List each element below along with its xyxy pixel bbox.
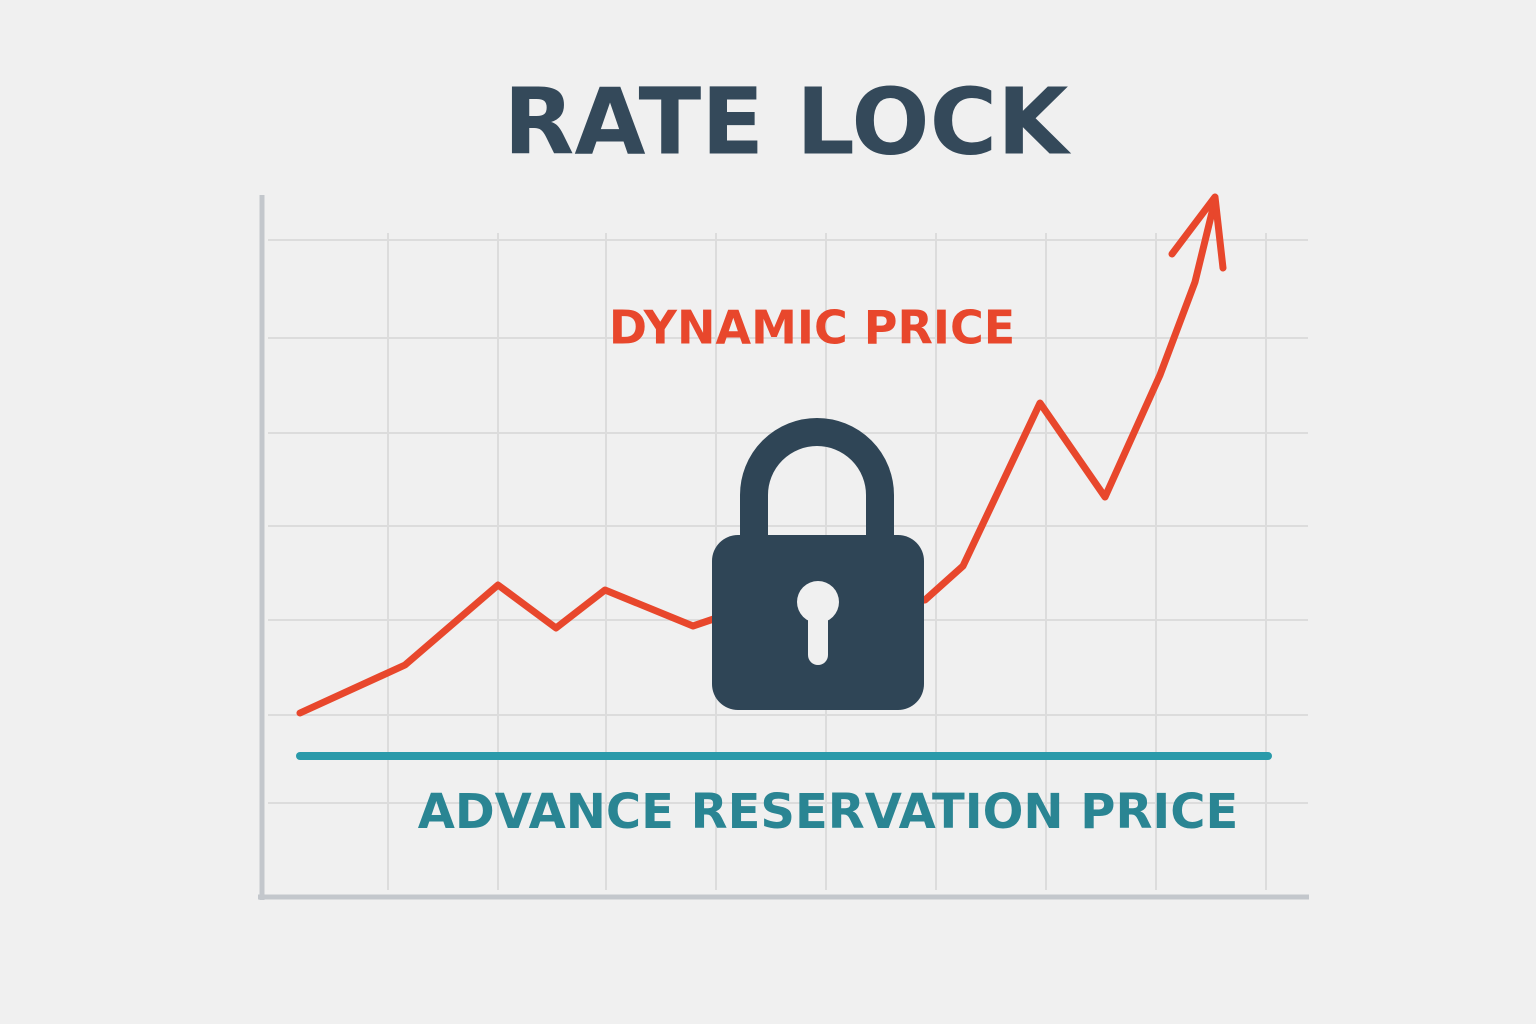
dynamic-price-label: DYNAMIC PRICE — [609, 301, 1015, 355]
title: RATE LOCK — [504, 68, 1073, 175]
padlock-shackle — [740, 418, 894, 548]
keyhole-slot — [808, 608, 828, 665]
padlock — [712, 418, 924, 710]
keyhole — [797, 581, 839, 623]
arrow-head — [1168, 193, 1227, 272]
advance-price-label: ADVANCE RESERVATION PRICE — [418, 784, 1239, 840]
